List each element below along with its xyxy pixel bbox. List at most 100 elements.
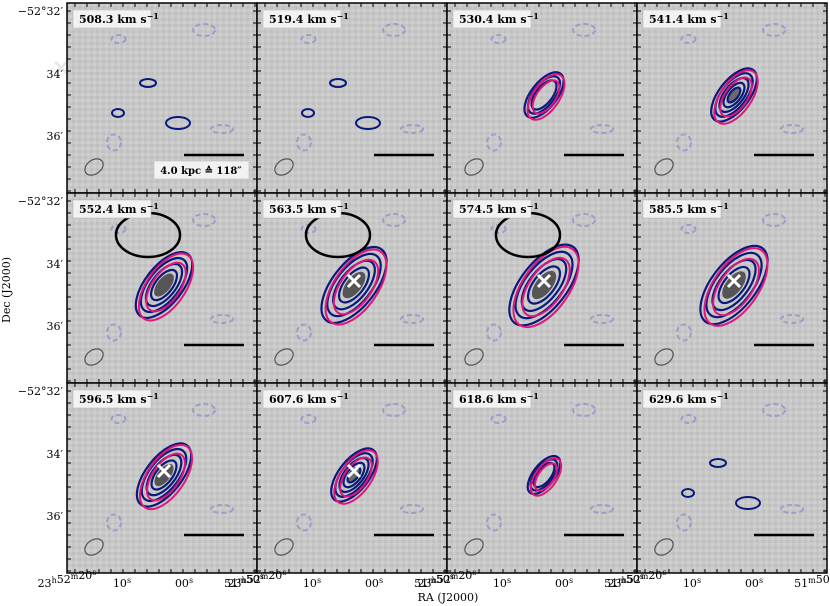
negative-contour (676, 133, 692, 152)
negative-contour (210, 504, 234, 514)
observed-contour (150, 459, 178, 491)
negative-contour (400, 504, 424, 514)
negative-contour (192, 23, 216, 37)
negative-contour (680, 224, 697, 234)
centre-cross (726, 273, 742, 289)
negative-contour (106, 133, 122, 152)
observed-contour (139, 78, 157, 88)
observed-contour (139, 256, 189, 314)
negative-contour (680, 414, 697, 424)
panel-background (447, 3, 637, 193)
panel-552.4: 552.4 km s−1 (66, 192, 258, 384)
beam-ellipse (654, 538, 674, 556)
velocity-label: 585.5 km s−1 (649, 201, 729, 216)
panel-508.3: 4.0 kpc ≙ 118″ 508.3 km s−1 (54, 2, 258, 194)
velocity-label-box (262, 199, 342, 219)
observed-contour (735, 496, 761, 510)
observed-contour (135, 442, 193, 508)
velocity-label: 530.4 km s−1 (459, 11, 539, 26)
model-contour (332, 258, 380, 316)
centre-cross (346, 463, 362, 479)
velocity-label-box (642, 9, 722, 29)
negative-contour (110, 414, 127, 424)
negative-contour (382, 213, 406, 227)
ra-tick-label: 10s (303, 576, 321, 590)
observed-contour (111, 108, 125, 118)
velocity-label-box (452, 199, 532, 219)
negative-contour (296, 323, 312, 342)
panels-layer: 4.0 kpc ≙ 118″ 508.3 km s−1 519.4 km s−1 53… (54, 2, 828, 574)
model-contour (533, 462, 559, 492)
negative-contour (572, 213, 596, 227)
panel-563.5: 563.5 km s−1 (256, 192, 448, 384)
negative-contour (486, 133, 502, 152)
velocity-label: 618.6 km s−1 (459, 391, 539, 406)
cross-stroke (536, 273, 552, 289)
negative-contour (490, 414, 507, 424)
axis-ticks-layer: −52°32′ 34′ 36′ −52°32′ 34′ 36′ −52°32′ 34′ 36′ 2… (18, 5, 830, 590)
observed-contour (508, 243, 580, 327)
cross-stroke (346, 463, 362, 479)
dec-tick-label: −52°32′ (18, 5, 64, 18)
velocity-label-box (642, 199, 722, 219)
ra-tick-label: 10s (683, 576, 701, 590)
velocity-label: 541.4 km s−1 (649, 11, 729, 26)
velocity-label: 574.5 km s−1 (459, 201, 539, 216)
scale-bar-label: 4.0 kpc ≙ 118″ (160, 165, 242, 177)
negative-contour (400, 314, 424, 324)
velocity-label-box (72, 9, 152, 29)
velocity-label-box (72, 199, 152, 219)
panel-background (447, 383, 637, 573)
dec-tick-label: 34′ (47, 448, 64, 461)
velocity-label-box (262, 389, 342, 409)
ra-tick-label: 51m50s (604, 572, 644, 590)
observed-contour (726, 86, 742, 104)
negative-contour (680, 34, 697, 44)
observed-contour (718, 76, 750, 114)
x-axis-label: RA (J2000) (418, 591, 479, 604)
velocity-label: 629.6 km s−1 (649, 391, 729, 406)
ra-tick-label: 51m50s (794, 572, 830, 590)
negative-contour (590, 314, 614, 324)
velocity-label-box (262, 9, 342, 29)
panel-607.6: 607.6 km s−1 (256, 382, 448, 574)
model-contour (146, 452, 186, 502)
beam-ellipse (84, 158, 104, 176)
beam-ellipse (84, 538, 104, 556)
observed-contour (329, 78, 347, 88)
observed-contour (301, 108, 315, 118)
observed-contour (526, 265, 562, 305)
negative-contour (762, 213, 786, 227)
beam-ellipse (464, 538, 484, 556)
negative-contour (110, 34, 127, 44)
dec-tick-label: 34′ (47, 258, 64, 271)
cross-stroke (156, 463, 172, 479)
negative-contour (210, 124, 234, 134)
observed-contour (320, 246, 388, 324)
observed-contour (330, 447, 378, 503)
velocity-label: 563.5 km s−1 (269, 201, 349, 216)
negative-contour (210, 314, 234, 324)
negative-contour (590, 504, 614, 514)
model-contour (531, 79, 561, 115)
panel-596.5: 596.5 km s−1 (66, 382, 258, 574)
cross-stroke (54, 60, 69, 75)
y-axis-label: Dec (J2000) (0, 257, 13, 323)
negative-contour (486, 513, 502, 532)
emission-core (154, 463, 174, 487)
ra-tick-label: 00s (175, 576, 193, 590)
ra-tick-label: 23h52m20s (418, 568, 477, 590)
emission-core (722, 271, 746, 299)
velocity-label: 552.4 km s−1 (79, 201, 159, 216)
observed-contour (165, 116, 191, 130)
panel-541.4: 541.4 km s−1 (636, 2, 828, 194)
model-contour (712, 257, 760, 317)
negative-contour (486, 323, 502, 342)
negative-contour (300, 414, 317, 424)
negative-contour (106, 513, 122, 532)
observed-contour (717, 265, 751, 305)
emission-core (154, 273, 174, 297)
cross-stroke (346, 273, 362, 289)
dec-tick-label: 34′ (47, 68, 64, 81)
scale-bar-label-box (153, 160, 250, 180)
